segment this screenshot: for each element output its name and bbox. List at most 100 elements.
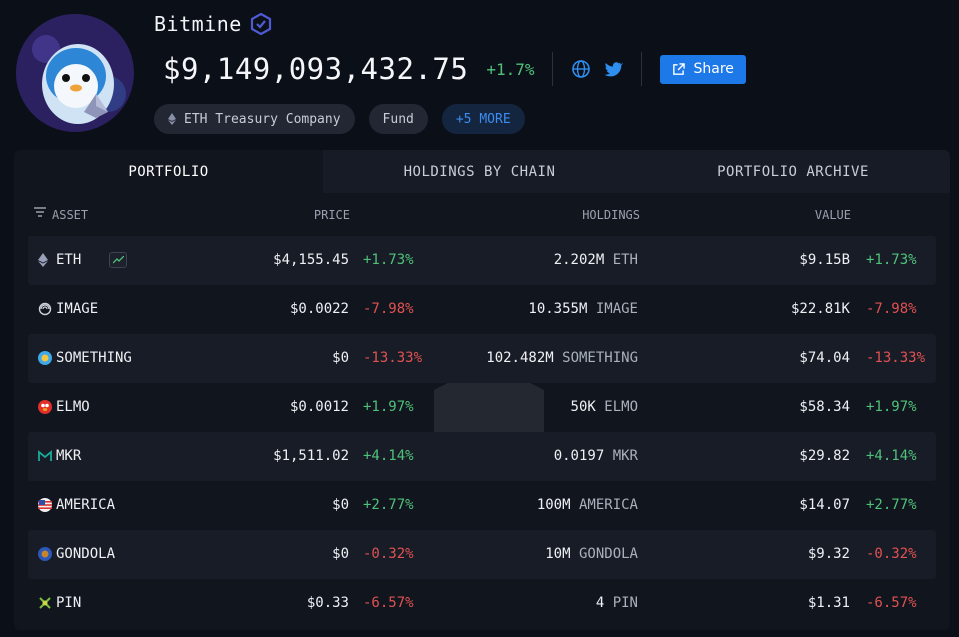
holdings-unit: MKR	[612, 448, 638, 464]
pin-token-icon	[38, 596, 52, 610]
asset-value: $1.31	[807, 595, 850, 611]
asset-price: $1,511.02	[273, 448, 349, 464]
holdings-amount: 50K ELMO	[571, 399, 638, 415]
ethereum-icon	[168, 113, 176, 125]
asset-value: $58.34	[799, 399, 850, 415]
holdings-unit: SOMETHING	[562, 350, 638, 366]
asset-price: $0	[332, 350, 349, 366]
asset-value: $9.15B	[799, 252, 850, 268]
asset-name[interactable]: PIN	[56, 595, 82, 611]
holdings-quantity: 10M	[545, 546, 571, 562]
mkr-token-icon	[38, 449, 52, 463]
holdings-amount: 4 PIN	[596, 595, 638, 611]
holdings-amount: 10.355M IMAGE	[528, 301, 638, 317]
asset-name[interactable]: AMERICA	[56, 497, 116, 513]
share-button-label: Share	[693, 61, 734, 77]
table-row[interactable]: IMAGE $0.0022 -7.98% 10.355M IMAGE $22.81K -7…	[28, 285, 936, 334]
table-row[interactable]: MKR $1,511.02 +4.14% 0.0197 MKR $29.82 +4.14%	[28, 432, 936, 481]
asset-value: $9.32	[807, 546, 850, 562]
globe-icon[interactable]	[571, 59, 591, 79]
value-change: -7.98%	[866, 301, 917, 317]
tab-portfolio-archive[interactable]: PORTFOLIO ARCHIVE	[717, 163, 869, 180]
asset-value: $74.04	[799, 350, 850, 366]
holdings-unit: AMERICA	[578, 497, 638, 513]
price-change: -13.33%	[363, 350, 423, 366]
price-change: -6.57%	[363, 595, 414, 611]
value-change: +2.77%	[866, 497, 917, 513]
table-row[interactable]: AMERICA $0 +2.77% 100M AMERICA $14.07 +2.77%	[28, 481, 936, 530]
elmo-token-icon	[38, 400, 52, 414]
share-button[interactable]: Share	[660, 54, 746, 84]
tag-fund[interactable]: Fund	[368, 104, 428, 134]
total-value-change: +1.7%	[486, 59, 535, 79]
asset-value: $14.07	[799, 497, 850, 513]
asset-price: $4,155.45	[273, 252, 349, 268]
divider	[641, 52, 643, 86]
column-header-price[interactable]: PRICE	[313, 208, 350, 222]
holdings-unit: ELMO	[604, 399, 638, 415]
asset-price: $0	[332, 497, 349, 513]
holdings-unit: ETH	[612, 252, 638, 268]
holdings-quantity: 10.355M	[528, 301, 588, 317]
holdings-quantity: 102.482M	[486, 350, 554, 366]
divider	[552, 52, 554, 86]
holdings-amount: 10M GONDOLA	[545, 546, 638, 562]
price-change: -7.98%	[363, 301, 414, 317]
asset-price: $0.0012	[289, 399, 349, 415]
price-change: +1.97%	[363, 399, 414, 415]
asset-name[interactable]: SOMETHING	[56, 350, 132, 366]
asset-name[interactable]: GONDOLA	[56, 546, 116, 562]
holdings-amount: 102.482M SOMETHING	[486, 350, 638, 366]
holdings-quantity: 50K	[570, 399, 596, 415]
holdings-quantity: 0.0197	[553, 448, 605, 464]
value-change: +1.97%	[866, 399, 917, 415]
tab-holdings-by-chain[interactable]: HOLDINGS BY CHAIN	[403, 163, 556, 180]
trend-chart-icon[interactable]	[109, 252, 127, 268]
entity-avatar	[16, 14, 134, 132]
tab-bar: PORTFOLIO HOLDINGS BY CHAIN PORTFOLIO AR…	[14, 150, 950, 193]
table-header: ASSET PRICE HOLDINGS VALUE	[14, 193, 950, 236]
portfolio-panel: PORTFOLIO HOLDINGS BY CHAIN PORTFOLIO AR…	[14, 150, 950, 630]
more-tags-button[interactable]: +5 MORE	[441, 104, 525, 134]
asset-name[interactable]: MKR	[56, 448, 82, 464]
asset-name[interactable]: ETH	[56, 252, 82, 268]
asset-name[interactable]: IMAGE	[56, 301, 99, 317]
something-token-icon	[38, 351, 52, 365]
verified-badge-icon	[250, 13, 272, 35]
holdings-amount: 2.202M ETH	[554, 252, 638, 268]
asset-price: $0.0022	[289, 301, 349, 317]
value-change: +1.73%	[866, 252, 917, 268]
price-change: +4.14%	[363, 448, 414, 464]
table-row[interactable]: GONDOLA $0 -0.32% 10M GONDOLA $9.32 -0.32%	[28, 530, 936, 579]
entity-name: Bitmine	[154, 12, 242, 36]
asset-name[interactable]: ELMO	[56, 399, 90, 415]
holdings-unit: GONDOLA	[578, 546, 638, 562]
value-change: -0.32%	[866, 546, 917, 562]
price-change: -0.32%	[363, 546, 414, 562]
external-link-icon	[672, 62, 686, 76]
column-header-value[interactable]: VALUE	[814, 208, 851, 222]
holdings-unit: IMAGE	[595, 301, 638, 317]
asset-price: $0.33	[306, 595, 349, 611]
holdings-amount: 0.0197 MKR	[554, 448, 638, 464]
holdings-quantity: 100M	[536, 497, 571, 513]
eth-token-icon	[38, 253, 52, 267]
twitter-icon[interactable]	[603, 59, 624, 79]
column-header-holdings[interactable]: HOLDINGS	[582, 208, 640, 222]
tab-portfolio[interactable]: PORTFOLIO	[14, 150, 323, 193]
table-row[interactable]: SOMETHING $0 -13.33% 102.482M SOMETHING $74.…	[28, 334, 936, 383]
holdings-unit: PIN	[612, 595, 638, 611]
filter-lines-icon[interactable]	[34, 206, 46, 220]
holdings-quantity: 4	[595, 595, 605, 611]
table-row[interactable]: ETH $4,155.45 +1.73% 2.202M ETH $9.15B +1.73%	[28, 236, 936, 285]
value-change: -6.57%	[866, 595, 917, 611]
image-token-icon	[38, 302, 52, 316]
column-header-asset[interactable]: ASSET	[52, 208, 89, 222]
america-token-icon	[38, 498, 52, 512]
table-row[interactable]: PIN $0.33 -6.57% 4 PIN $1.31 -6.57%	[28, 579, 936, 628]
gondola-token-icon	[38, 547, 52, 561]
table-row[interactable]: ELMO $0.0012 +1.97% 50K ELMO $58.34 +1.97%	[28, 383, 936, 432]
price-change: +1.73%	[363, 252, 414, 268]
total-portfolio-value: $9,149,093,432.75	[163, 52, 469, 86]
tag-eth-treasury-company[interactable]: ETH Treasury Company	[154, 104, 355, 134]
